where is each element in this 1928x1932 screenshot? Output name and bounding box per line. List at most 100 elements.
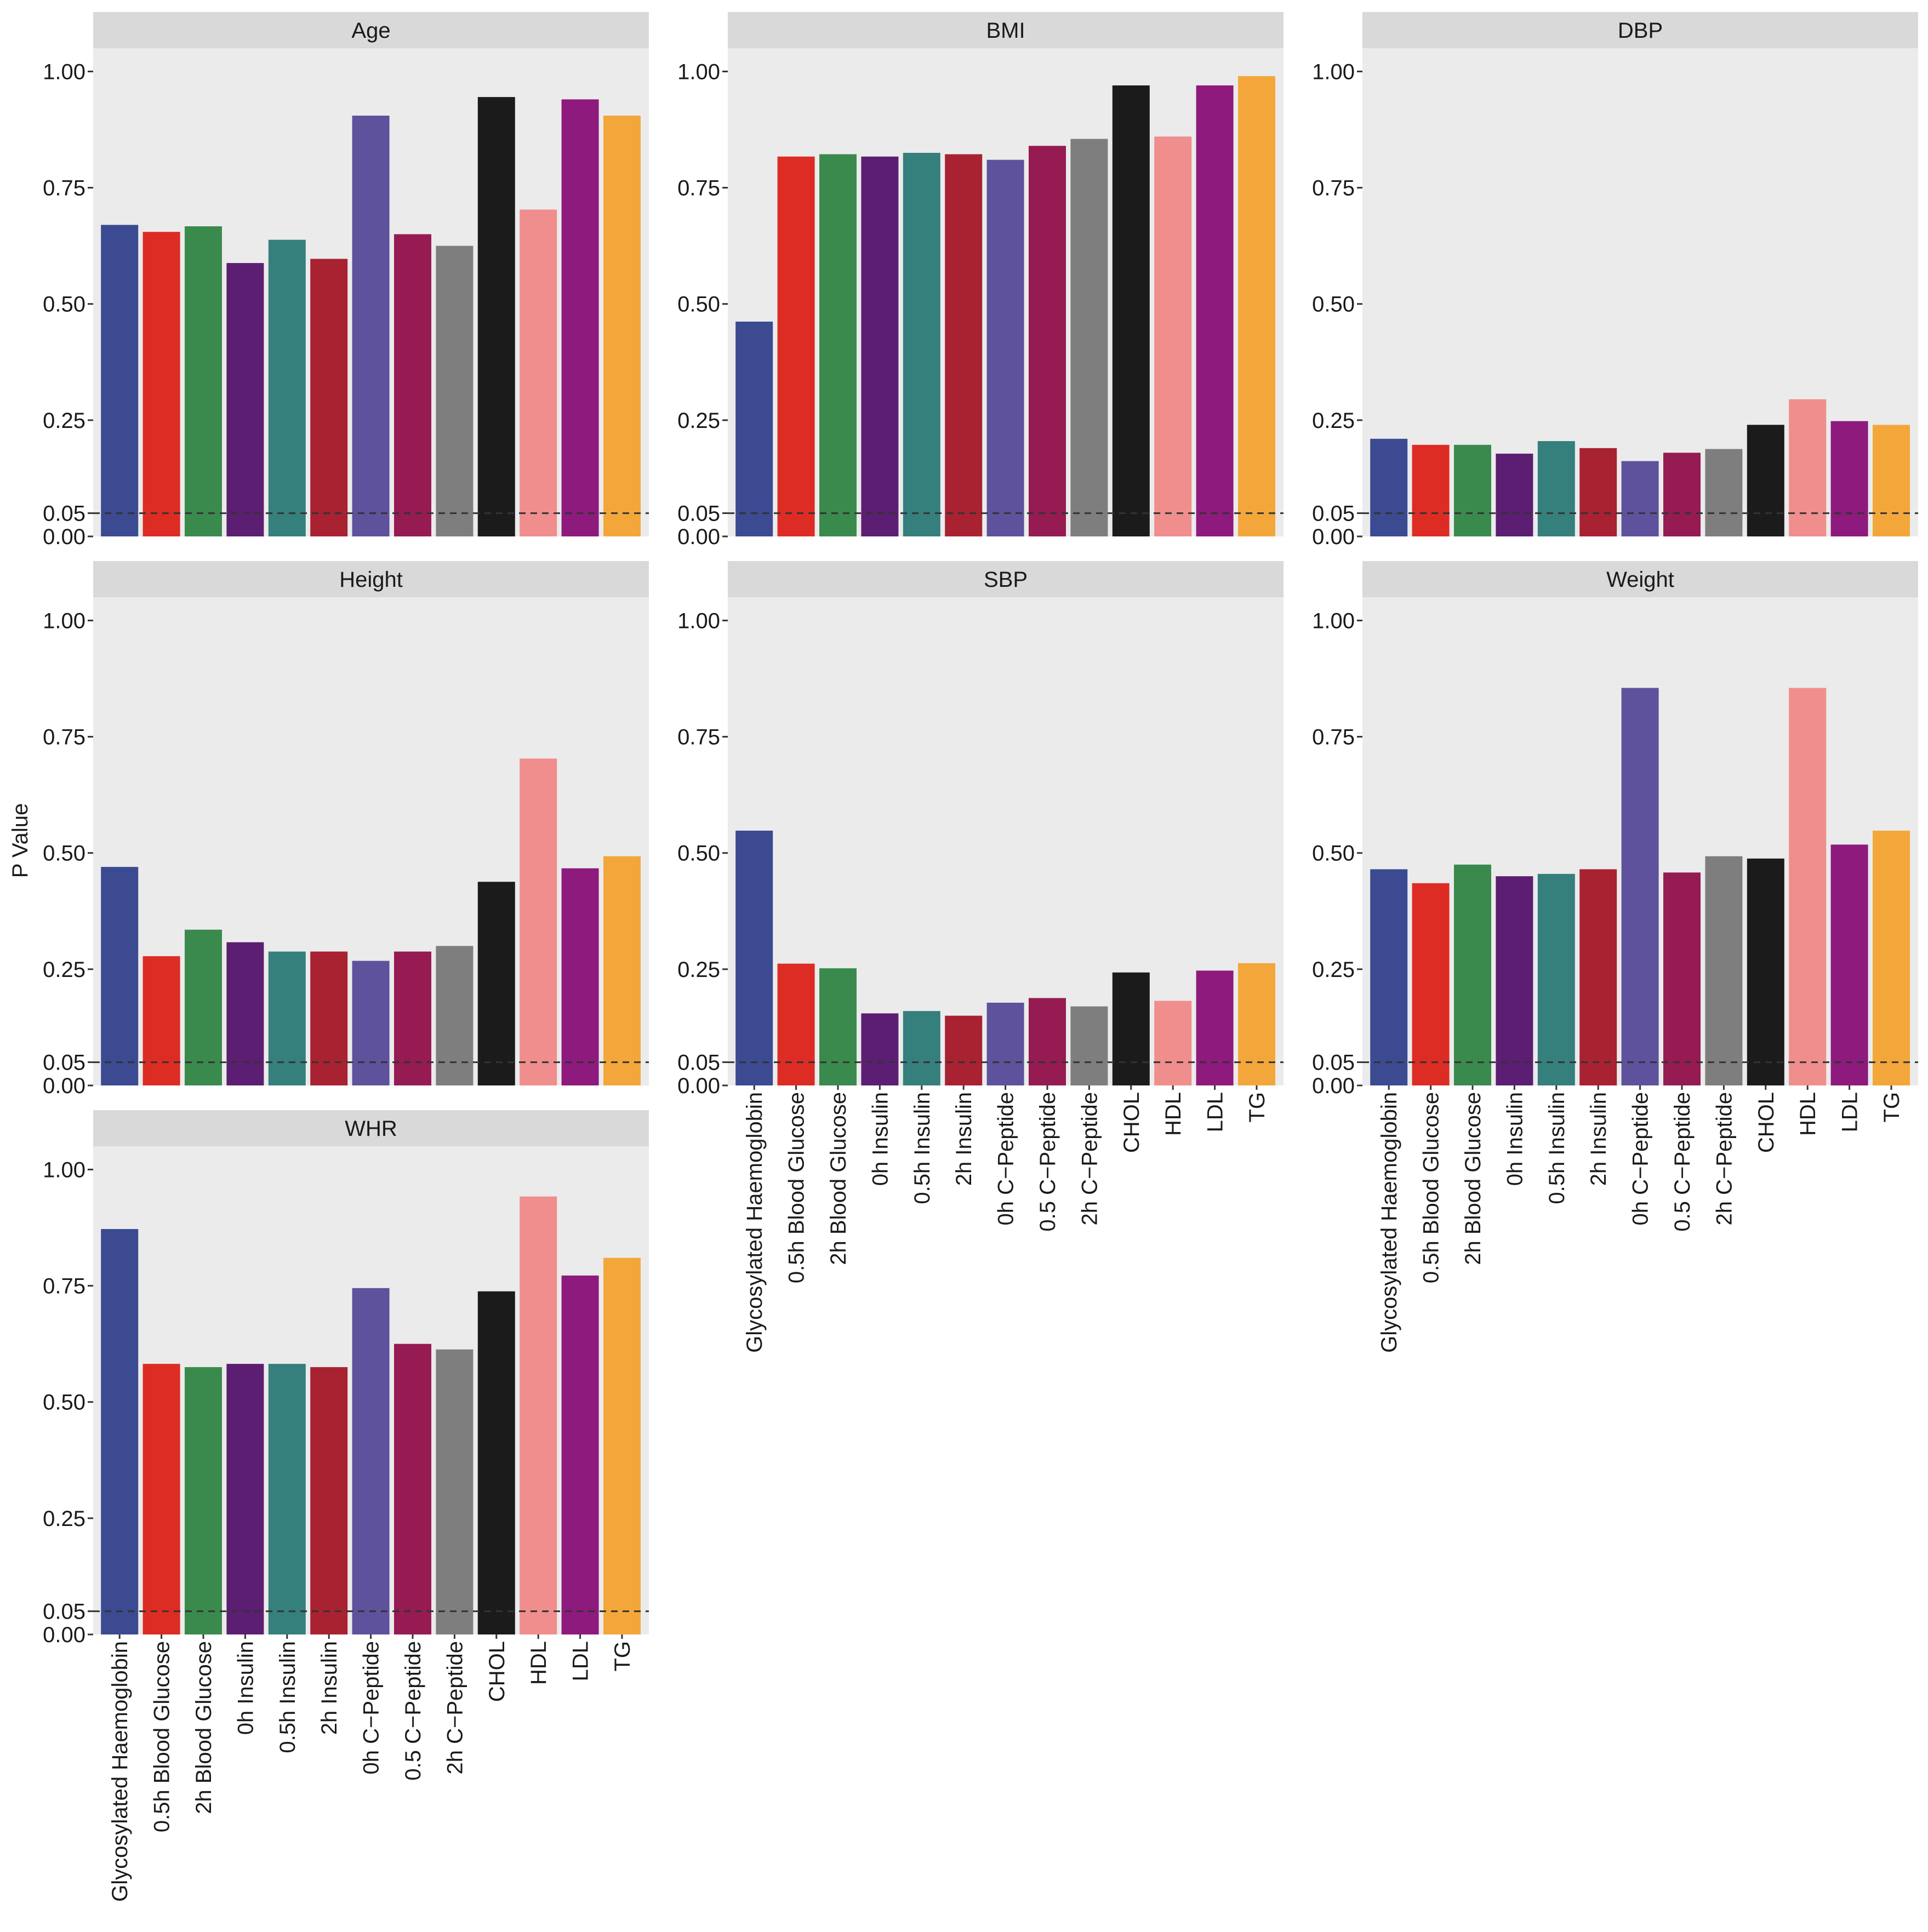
- x-tick-label: HDL: [527, 1641, 551, 1685]
- y-axis-label: P Value: [8, 803, 32, 878]
- panel-strip: [728, 12, 1284, 48]
- y-tick-label: 0.50: [1312, 293, 1355, 317]
- y-tick-label: 0.75: [43, 725, 85, 750]
- bar-dbp-2h-insulin: [1579, 448, 1617, 536]
- bar-height-2h-c-peptide: [436, 946, 474, 1085]
- x-tick-label: 2h Blood Glucose: [192, 1641, 216, 1814]
- bar-whr-hdl: [520, 1196, 557, 1634]
- bar-age-2h-insulin: [310, 259, 348, 536]
- bar-whr-ldl: [561, 1275, 599, 1634]
- bar-sbp-glycosylated-haemoglobin: [735, 830, 773, 1085]
- bar-whr-0-5h-blood-glucose: [142, 1364, 180, 1634]
- bar-age-0-5h-insulin: [268, 239, 306, 536]
- y-tick-label: 0.05: [43, 1600, 85, 1624]
- panel-strip: [93, 561, 649, 597]
- bar-sbp-0-5h-insulin: [903, 1011, 940, 1085]
- y-tick-label: 0.50: [677, 293, 720, 317]
- bar-whr-2h-blood-glucose: [185, 1367, 222, 1634]
- bar-bmi-2h-blood-glucose: [819, 154, 857, 537]
- bar-weight-hdl: [1789, 688, 1827, 1085]
- y-tick-label: 0.25: [43, 958, 85, 982]
- y-tick-label: 1.00: [1312, 609, 1355, 633]
- bar-bmi-0-5-c-peptide: [1029, 146, 1066, 536]
- x-tick-label: TG: [611, 1641, 635, 1672]
- bar-weight-0h-insulin: [1496, 876, 1533, 1085]
- bar-age-tg: [603, 116, 641, 537]
- x-tick-label: 0.5h Insulin: [910, 1092, 934, 1204]
- y-tick-label: 0.25: [43, 1507, 85, 1531]
- x-tick-label: 2h C−Peptide: [443, 1641, 467, 1775]
- x-tick-label: CHOL: [1754, 1092, 1778, 1153]
- x-tick-label: LDL: [1203, 1092, 1228, 1132]
- bar-bmi-tg: [1238, 76, 1275, 536]
- x-tick-label: 2h Insulin: [952, 1092, 976, 1186]
- y-tick-label: 0.75: [1312, 725, 1355, 750]
- x-tick-label: 0.5h Insulin: [1545, 1092, 1569, 1204]
- y-tick-label: 1.00: [43, 1158, 85, 1182]
- x-tick-label: TG: [1880, 1092, 1904, 1123]
- bar-height-tg: [603, 856, 641, 1085]
- x-tick-label: LDL: [1838, 1092, 1862, 1132]
- x-tick-label: 0h Insulin: [233, 1641, 258, 1735]
- bar-height-2h-blood-glucose: [185, 929, 222, 1085]
- x-tick-label: 0h Insulin: [868, 1092, 892, 1186]
- y-tick-label: 0.05: [43, 1051, 85, 1075]
- bar-sbp-0h-c-peptide: [986, 1002, 1024, 1085]
- panel-title: WHR: [345, 1117, 397, 1141]
- y-tick-label: 0.00: [677, 525, 720, 549]
- bar-dbp-0-5-c-peptide: [1663, 453, 1701, 536]
- bar-sbp-2h-insulin: [945, 1015, 983, 1085]
- x-tick-label: TG: [1245, 1092, 1269, 1123]
- bar-whr-2h-insulin: [310, 1367, 348, 1634]
- x-tick-label: Glycosylated Haemoglobin: [1377, 1092, 1401, 1353]
- y-tick-label: 0.00: [677, 1074, 720, 1098]
- panel-strip: [93, 12, 649, 48]
- y-tick-label: 0.50: [677, 842, 720, 866]
- bar-sbp-2h-c-peptide: [1070, 1006, 1108, 1085]
- panel-strip: [728, 561, 1284, 597]
- bar-sbp-chol: [1112, 972, 1150, 1085]
- bar-dbp-0h-insulin: [1496, 453, 1533, 536]
- y-tick-label: 1.00: [43, 60, 85, 84]
- y-tick-label: 0.25: [677, 958, 720, 982]
- bar-height-hdl: [520, 758, 557, 1085]
- panel-strip: [93, 1110, 649, 1146]
- bar-dbp-glycosylated-haemoglobin: [1370, 438, 1408, 536]
- y-tick-label: 0.50: [43, 842, 85, 866]
- y-tick-label: 1.00: [1312, 60, 1355, 84]
- x-tick-label: 2h Insulin: [317, 1641, 341, 1735]
- y-tick-label: 0.50: [43, 293, 85, 317]
- bar-height-0-5-c-peptide: [394, 951, 431, 1085]
- x-tick-label: 0h Insulin: [1503, 1092, 1527, 1186]
- x-tick-label: 0h C−Peptide: [360, 1641, 384, 1775]
- bar-sbp-0-5-c-peptide: [1029, 998, 1066, 1085]
- y-tick-label: 0.05: [43, 502, 85, 526]
- bar-age-chol: [477, 97, 515, 537]
- panel-title: DBP: [1618, 19, 1663, 43]
- bar-whr-tg: [603, 1257, 641, 1634]
- bar-height-glycosylated-haemoglobin: [101, 867, 139, 1085]
- bar-age-0-5h-blood-glucose: [142, 232, 180, 537]
- x-tick-label: 0.5 C−Peptide: [401, 1641, 425, 1781]
- x-tick-label: HDL: [1161, 1092, 1185, 1136]
- bar-weight-0-5h-insulin: [1537, 873, 1575, 1085]
- bar-dbp-0-5h-blood-glucose: [1412, 444, 1450, 536]
- bar-age-glycosylated-haemoglobin: [101, 225, 139, 536]
- bar-sbp-0h-insulin: [861, 1013, 899, 1085]
- x-tick-label: 2h C−Peptide: [1077, 1092, 1102, 1226]
- y-tick-label: 0.75: [43, 1274, 85, 1299]
- x-tick-label: 0.5h Blood Glucose: [785, 1092, 809, 1283]
- y-tick-label: 0.25: [43, 409, 85, 433]
- bar-weight-0-5h-blood-glucose: [1412, 883, 1450, 1085]
- panel-title: SBP: [984, 568, 1028, 592]
- x-tick-label: Glycosylated Haemoglobin: [108, 1641, 132, 1902]
- bar-bmi-hdl: [1154, 136, 1192, 536]
- bar-weight-2h-blood-glucose: [1454, 864, 1491, 1085]
- bar-age-2h-c-peptide: [436, 245, 474, 537]
- y-tick-label: 0.00: [1312, 525, 1355, 549]
- panel-title: Height: [339, 568, 403, 592]
- x-tick-label: 0.5h Blood Glucose: [1419, 1092, 1444, 1283]
- bar-age-ldl: [561, 99, 599, 537]
- x-tick-label: 2h Blood Glucose: [826, 1092, 851, 1265]
